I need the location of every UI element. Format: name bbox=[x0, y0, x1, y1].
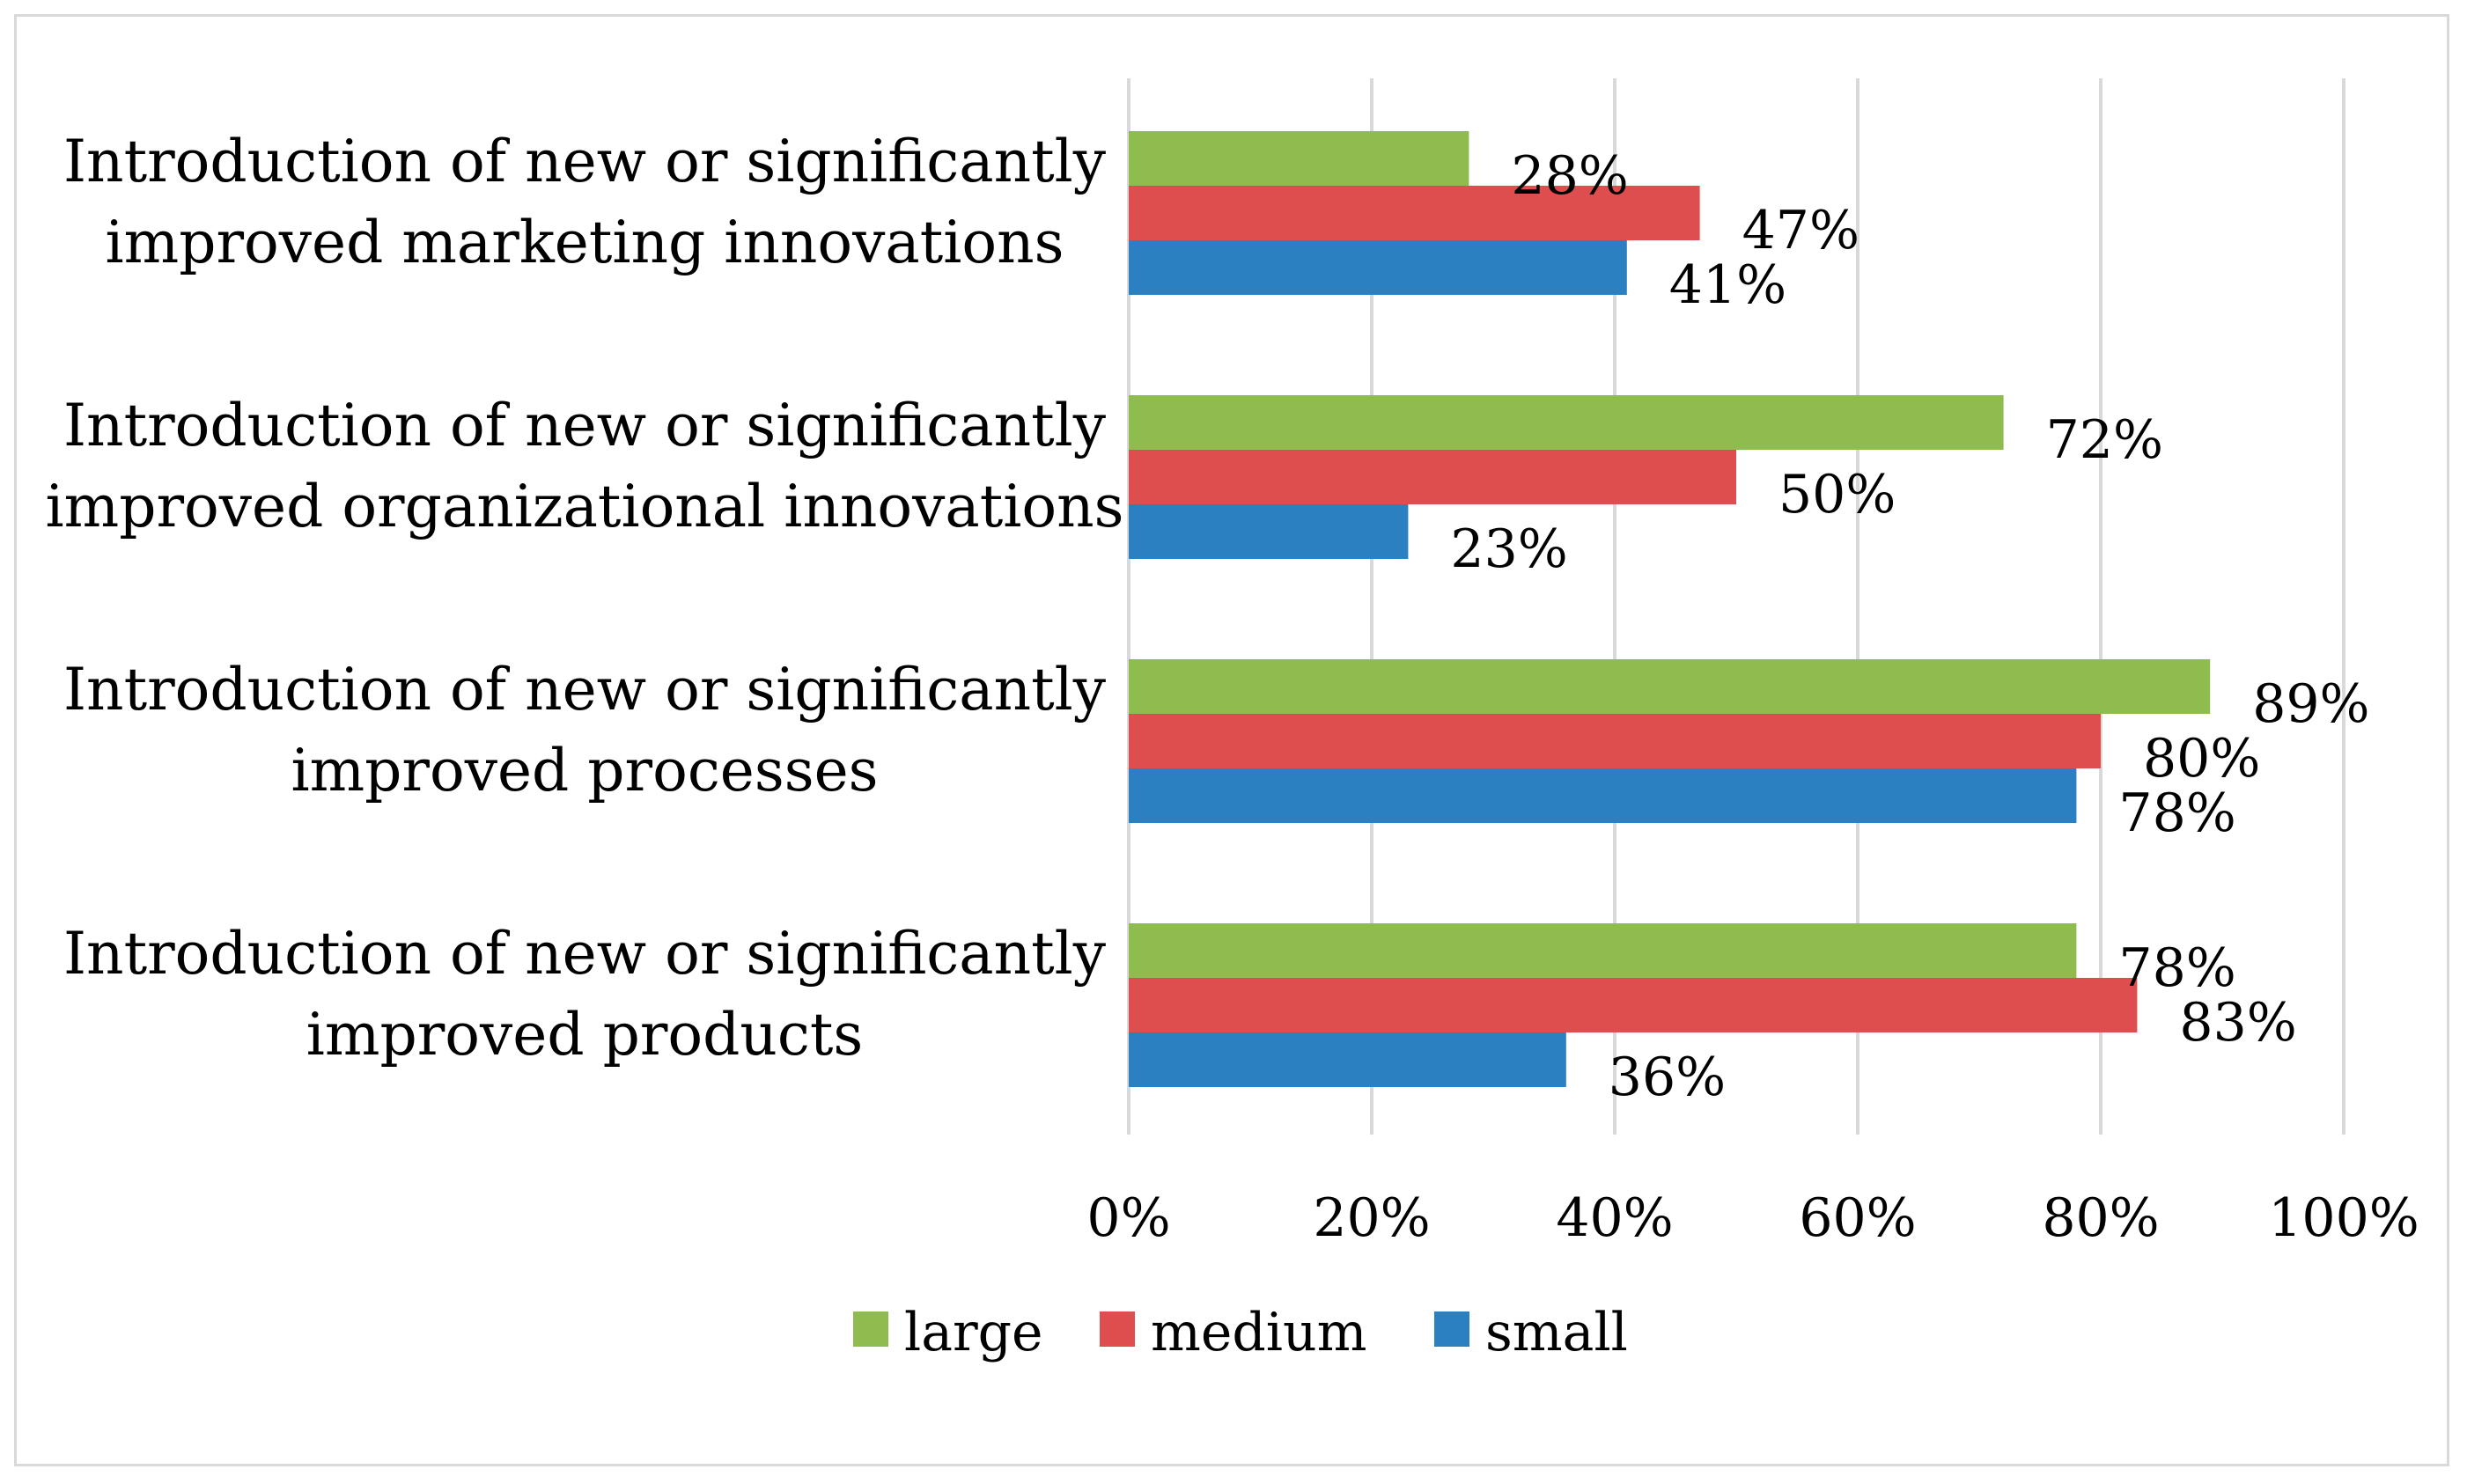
legend-label-medium: medium bbox=[1151, 1302, 1367, 1363]
data-label: 41% bbox=[1669, 254, 1786, 316]
x-tick-label: 80% bbox=[2042, 1187, 2159, 1249]
bar-medium bbox=[1129, 978, 2138, 1032]
data-label: 47% bbox=[1742, 200, 1859, 261]
data-label: 80% bbox=[2143, 728, 2260, 790]
category-label: Introduction of new or significantly bbox=[63, 392, 1107, 459]
legend-swatch-large bbox=[853, 1311, 888, 1347]
category-label: Introduction of new or significantly bbox=[63, 920, 1107, 988]
x-tick-label: 0% bbox=[1086, 1187, 1170, 1249]
x-tick-label: 20% bbox=[1313, 1187, 1430, 1249]
category-label: Introduction of new or significantly bbox=[63, 128, 1107, 195]
bar-large bbox=[1129, 395, 2004, 450]
bar-chart: 0% 20% 40% 60% 80% 100% 28% 47%41% Introduction … bbox=[46, 78, 2419, 1363]
category-label: improved marketing innovations bbox=[106, 209, 1064, 276]
bar-large bbox=[1129, 659, 2211, 714]
bar-medium bbox=[1129, 186, 1700, 240]
data-label: 72% bbox=[2046, 409, 2163, 471]
legend-label-small: small bbox=[1485, 1302, 1628, 1363]
bar-small bbox=[1129, 1032, 1566, 1087]
x-tick-label: 40% bbox=[1556, 1187, 1673, 1249]
category-label: improved processes bbox=[291, 737, 878, 804]
bar-medium bbox=[1129, 714, 2101, 768]
data-label: 23% bbox=[1450, 518, 1567, 580]
bar-small bbox=[1129, 504, 1409, 559]
bar-large bbox=[1129, 131, 1469, 186]
data-label: 50% bbox=[1778, 464, 1896, 525]
chart-frame: 0% 20% 40% 60% 80% 100% 28% 47% 41% Introduction … bbox=[14, 14, 2449, 1466]
bar-small bbox=[1129, 240, 1627, 295]
data-label: 36% bbox=[1609, 1047, 1726, 1108]
legend-label-large: large bbox=[904, 1302, 1043, 1363]
bar-large bbox=[1129, 923, 2077, 978]
legend-swatch-small bbox=[1434, 1311, 1469, 1347]
legend-swatch-medium bbox=[1100, 1311, 1135, 1347]
data-label: 78% bbox=[2118, 937, 2235, 999]
x-tick-label: 60% bbox=[1799, 1187, 1916, 1249]
category-label: improved organizational innovations bbox=[46, 473, 1124, 540]
x-tick-label: 100% bbox=[2268, 1187, 2419, 1249]
category-label: Introduction of new or significantly bbox=[63, 656, 1107, 724]
data-label: 89% bbox=[2252, 673, 2369, 735]
data-label: 28% bbox=[1511, 145, 1628, 207]
bar-small bbox=[1129, 768, 2077, 823]
bar-medium bbox=[1129, 450, 1736, 504]
category-label: improved products bbox=[306, 1001, 863, 1069]
data-label: 78% bbox=[2118, 782, 2235, 844]
data-label: 83% bbox=[2179, 992, 2296, 1054]
